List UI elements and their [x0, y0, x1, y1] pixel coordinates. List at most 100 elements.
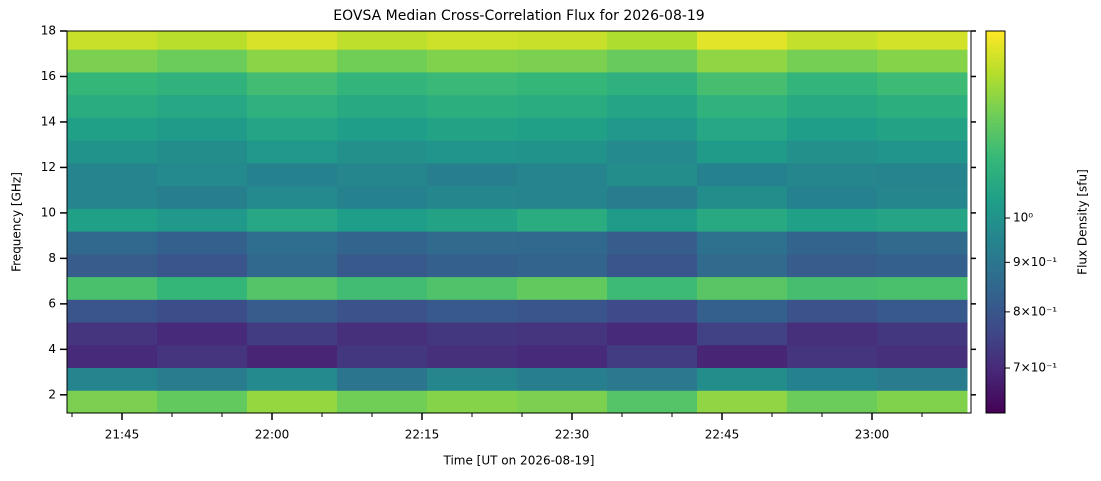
colorbar-segment [986, 31, 1005, 36]
heatmap-cell [337, 231, 428, 255]
heatmap-cell [787, 276, 878, 300]
colorbar-segment [986, 256, 1005, 261]
colorbar-segment [986, 340, 1005, 345]
y-tick-label: 16 [41, 69, 56, 83]
colorbar-segment [986, 88, 1005, 93]
colorbar-segment [986, 172, 1005, 177]
heatmap-cell [247, 162, 338, 187]
heatmap-cell [157, 208, 248, 232]
heatmap-cell [517, 140, 608, 164]
heatmap-cell [427, 71, 518, 96]
heatmap-cell [607, 253, 698, 278]
colorbar-segment [986, 325, 1005, 330]
heatmap-cell [607, 231, 698, 255]
heatmap-cell [787, 117, 878, 141]
colorbar-segment [986, 137, 1005, 143]
heatmap-cell [877, 117, 968, 141]
colorbar-segment [986, 183, 1005, 189]
colorbar-segment [986, 145, 1005, 150]
colorbar-segment [986, 187, 1005, 192]
heatmap-cell [337, 71, 428, 96]
colorbar-segment [986, 99, 1005, 105]
colorbar-segment [986, 298, 1005, 303]
heatmap-cell [697, 117, 788, 141]
heatmap-cell [787, 94, 878, 118]
colorbar-segment [986, 344, 1005, 349]
plot-frame [66, 30, 972, 414]
heatmap-cell [607, 322, 698, 346]
heatmap-cell [427, 185, 518, 209]
heatmap-cell [517, 185, 608, 209]
heatmap-cell [877, 299, 968, 323]
heatmap-cell [517, 231, 608, 255]
colorbar-segment [986, 306, 1005, 311]
heatmap [67, 31, 968, 413]
colorbar-label: Flux Density [sfu] [1076, 169, 1090, 275]
heatmap-cell [607, 71, 698, 96]
heatmap-cell [247, 344, 338, 369]
heatmap-cell [607, 208, 698, 232]
heatmap-cell [517, 344, 608, 369]
heatmap-cell [607, 390, 698, 413]
colorbar-segment [986, 348, 1005, 353]
colorbar-segment [986, 38, 1005, 43]
heatmap-cell [67, 208, 158, 232]
heatmap-cell [877, 367, 968, 391]
heatmap-cell [67, 162, 158, 187]
heatmap-cell [337, 390, 428, 413]
colorbar-segment [986, 73, 1005, 78]
heatmap-cell [247, 94, 338, 118]
colorbar-segment [986, 222, 1005, 227]
heatmap-cell [787, 49, 878, 73]
heatmap-cell [337, 344, 428, 369]
heatmap-cell [337, 185, 428, 209]
heatmap-cell [67, 94, 158, 118]
x-tick-label: 22:45 [705, 428, 740, 442]
heatmap-cell [67, 367, 158, 391]
x-tick-label: 21:45 [105, 428, 140, 442]
x-tick-label: 22:15 [405, 428, 440, 442]
y-tick-label: 6 [48, 296, 56, 310]
colorbar-segment [986, 164, 1005, 170]
colorbar-segment [986, 134, 1005, 139]
heatmap-cell [67, 185, 158, 209]
y-tick-label: 10 [41, 205, 56, 219]
colorbar-segment [986, 107, 1005, 112]
heatmap-cell [427, 140, 518, 164]
heatmap-cell [247, 31, 338, 50]
heatmap-cell [877, 344, 968, 369]
colorbar-segment [986, 95, 1005, 101]
heatmap-cell [517, 322, 608, 346]
heatmap-cell [427, 231, 518, 255]
heatmap-cell [877, 253, 968, 278]
colorbar-segment [986, 191, 1005, 196]
colorbar-segment [986, 252, 1005, 257]
colorbar-segment [986, 210, 1005, 215]
heatmap-cell [427, 94, 518, 118]
heatmap-cell [877, 231, 968, 255]
colorbar-segment [986, 229, 1005, 234]
heatmap-cell [877, 140, 968, 164]
x-axis-label: Time [UT on 2026-08-19] [443, 454, 595, 468]
heatmap-cell [787, 185, 878, 209]
colorbar-segment [986, 351, 1005, 357]
heatmap-cell [697, 71, 788, 96]
heatmap-cell [157, 117, 248, 141]
colorbar-segment [986, 405, 1005, 410]
colorbar-segment [986, 34, 1005, 40]
heatmap-cell [607, 94, 698, 118]
heatmap-cell [337, 367, 428, 391]
colorbar-segment [986, 264, 1005, 269]
colorbar-segment [986, 176, 1005, 181]
heatmap-cell [247, 322, 338, 346]
heatmap-cell [157, 94, 248, 118]
colorbar-segment [986, 374, 1005, 380]
colorbar-segment [986, 53, 1005, 59]
heatmap-cell [337, 322, 428, 346]
heatmap-cell [427, 390, 518, 413]
heatmap-cell [877, 276, 968, 300]
colorbar-segment [986, 317, 1005, 322]
heatmap-cell [157, 71, 248, 96]
heatmap-cell [607, 49, 698, 73]
